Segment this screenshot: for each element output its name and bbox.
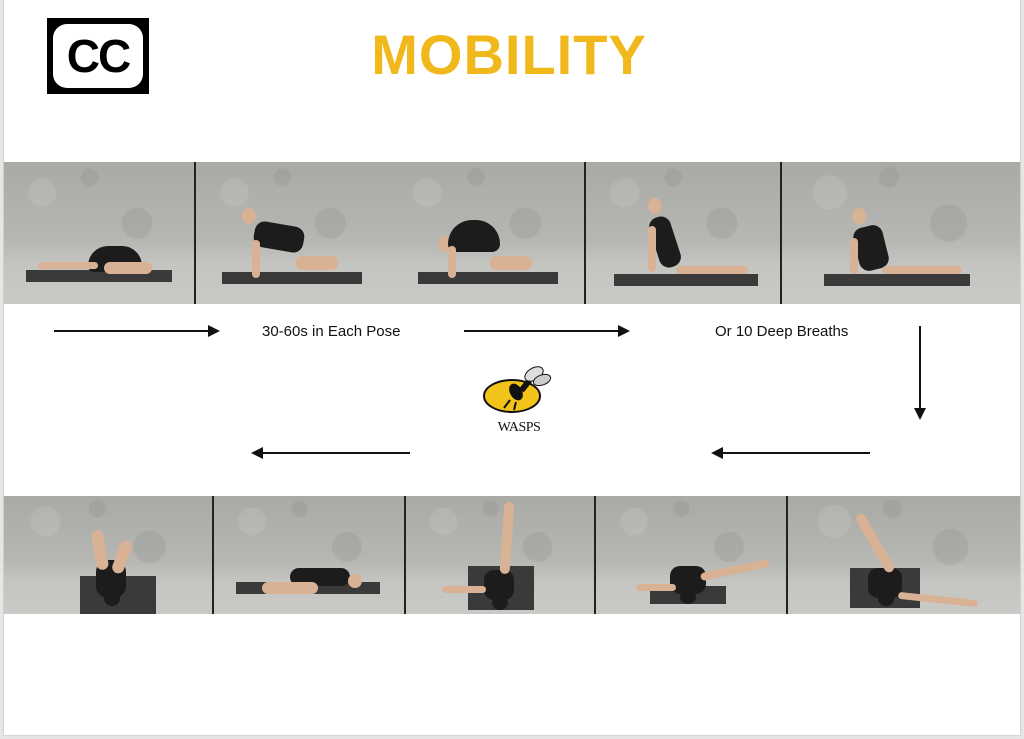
top-pose-strip	[4, 162, 1020, 304]
bottom-pose-strip	[4, 496, 1020, 614]
figure-legs	[882, 266, 962, 274]
figure-head	[492, 596, 508, 610]
figure-arms	[38, 262, 98, 269]
pose-panel-spinal-twist	[214, 496, 404, 614]
figure-arm	[850, 238, 858, 274]
arrow-left-icon	[251, 447, 263, 459]
figure-head	[852, 208, 866, 224]
figure-torso	[252, 219, 306, 255]
arrow-down-line	[919, 326, 921, 410]
yoga-mat	[614, 274, 758, 286]
figure-torso	[290, 568, 350, 586]
figure-legs	[90, 529, 110, 571]
figure-raised-leg	[499, 501, 515, 575]
figure-torso	[484, 570, 514, 600]
figure-torso	[670, 566, 706, 594]
arrow-right-line	[464, 330, 620, 332]
pose-panel-cat-pose	[388, 162, 584, 304]
figure-raised-leg	[854, 511, 896, 575]
figure-arm	[448, 246, 456, 278]
figure-head	[878, 592, 894, 606]
figure-head	[680, 590, 696, 604]
arrow-right-icon	[208, 325, 220, 337]
figure-head	[648, 198, 662, 214]
wasps-wordmark: WASPS	[497, 420, 541, 435]
pose-panel-cow-pose	[196, 162, 388, 304]
figure-arm	[648, 226, 656, 272]
arrow-left-line	[262, 452, 410, 454]
arrow-right-line	[54, 330, 210, 332]
pose-panel-single-leg-raise	[406, 496, 594, 614]
breaths-instruction: Or 10 Deep Breaths	[715, 323, 849, 340]
wasp-icon	[483, 366, 552, 413]
figure-legs	[490, 256, 532, 270]
time-instruction: 30-60s in Each Pose	[262, 323, 401, 340]
pose-panel-child-pose	[4, 162, 194, 304]
figure-arm	[636, 584, 676, 591]
pose-panel-kneeling-upright-pose	[782, 162, 1020, 304]
pose-panel-hip-opener	[596, 496, 786, 614]
figure-legs	[110, 538, 134, 576]
cc-logo: CC	[47, 18, 149, 94]
cc-logo-inner: CC	[53, 24, 143, 88]
figure-head	[104, 592, 120, 606]
arrow-down-icon	[914, 408, 926, 420]
figure-legs	[262, 582, 318, 594]
yoga-mat	[222, 272, 362, 284]
panel-divider	[212, 496, 214, 614]
wasps-logo: WASPS	[474, 360, 564, 440]
panel-divider	[584, 162, 586, 304]
panel-divider	[594, 496, 596, 614]
panel-divider	[404, 496, 406, 614]
figure-legs	[699, 558, 771, 582]
pose-panel-leg-cross-stretch	[788, 496, 1020, 614]
figure-legs	[104, 262, 152, 274]
figure-head	[348, 574, 362, 588]
figure-legs	[676, 266, 748, 274]
pose-panel-knees-to-chest	[4, 496, 212, 614]
page-title: MOBILITY	[371, 23, 647, 86]
yoga-mat	[824, 274, 970, 286]
slide: CC MOBILITY	[4, 0, 1020, 735]
panel-divider	[780, 162, 782, 304]
arrow-left-line	[722, 452, 870, 454]
panel-divider	[786, 496, 788, 614]
figure-torso	[448, 220, 500, 252]
arrow-right-icon	[618, 325, 630, 337]
figure-arm	[252, 240, 260, 278]
figure-arm	[442, 586, 486, 593]
figure-legs	[296, 256, 338, 270]
arrow-left-icon	[711, 447, 723, 459]
figure-head	[242, 208, 256, 224]
panel-divider	[194, 162, 196, 304]
yoga-mat	[418, 272, 558, 284]
cc-logo-text: CC	[66, 30, 131, 82]
pose-panel-cobra-pose	[586, 162, 780, 304]
